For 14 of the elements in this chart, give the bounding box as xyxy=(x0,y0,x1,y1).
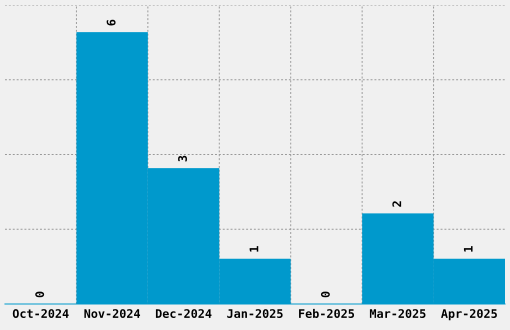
data-label: 0 xyxy=(35,292,44,298)
data-label: 1 xyxy=(464,246,473,252)
x-tick-label: Nov-2024 xyxy=(84,309,140,318)
data-label: 1 xyxy=(250,246,258,252)
data-label: 3 xyxy=(178,156,187,162)
data-label: 2 xyxy=(392,201,402,207)
data-label: 0 xyxy=(320,292,330,298)
x-tick-label: Feb-2025 xyxy=(299,308,354,318)
x-tick-label: Oct-2024 xyxy=(12,309,69,318)
data-label: 6 xyxy=(106,20,116,26)
x-tick-label: Apr-2025 xyxy=(441,309,497,320)
x-tick-label: Mar-2025 xyxy=(370,309,426,318)
x-tick-label: Dec-2024 xyxy=(156,309,212,318)
x-tick-label: Jan-2025 xyxy=(227,309,283,318)
